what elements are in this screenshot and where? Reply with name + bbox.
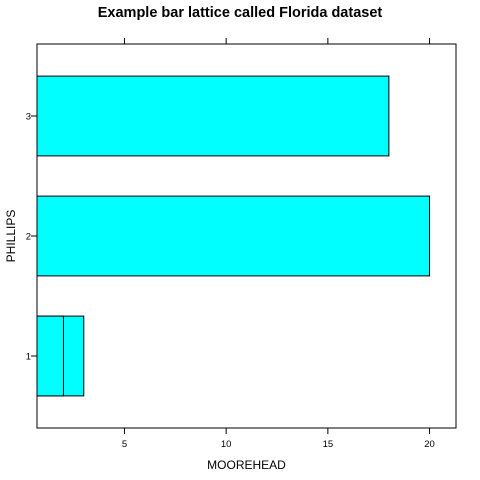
y-tick-label-3: 3 <box>26 112 31 123</box>
bars-layer <box>36 75 431 397</box>
y-tick-label-1: 1 <box>26 352 31 363</box>
bar-phillips-2-value-20 <box>36 195 431 277</box>
plot-frame <box>36 43 457 429</box>
x-tick-label-15: 15 <box>323 439 334 450</box>
x-tick-label-10: 10 <box>221 439 232 450</box>
x-tick-label-5: 5 <box>122 439 127 450</box>
y-tick-label-2: 2 <box>26 232 31 243</box>
x-axis-label: MOOREHEAD <box>207 458 286 472</box>
ticks-layer: 5 10 15 20 1 2 3 <box>26 38 435 450</box>
chart-title: Example bar lattice called Florida datas… <box>98 5 383 21</box>
bar-phillips-1-value-2 <box>36 315 64 397</box>
y-axis-label: PHILLIPS <box>4 210 18 263</box>
x-tick-label-20: 20 <box>424 439 435 450</box>
bar-phillips-3-value-18 <box>36 75 390 157</box>
